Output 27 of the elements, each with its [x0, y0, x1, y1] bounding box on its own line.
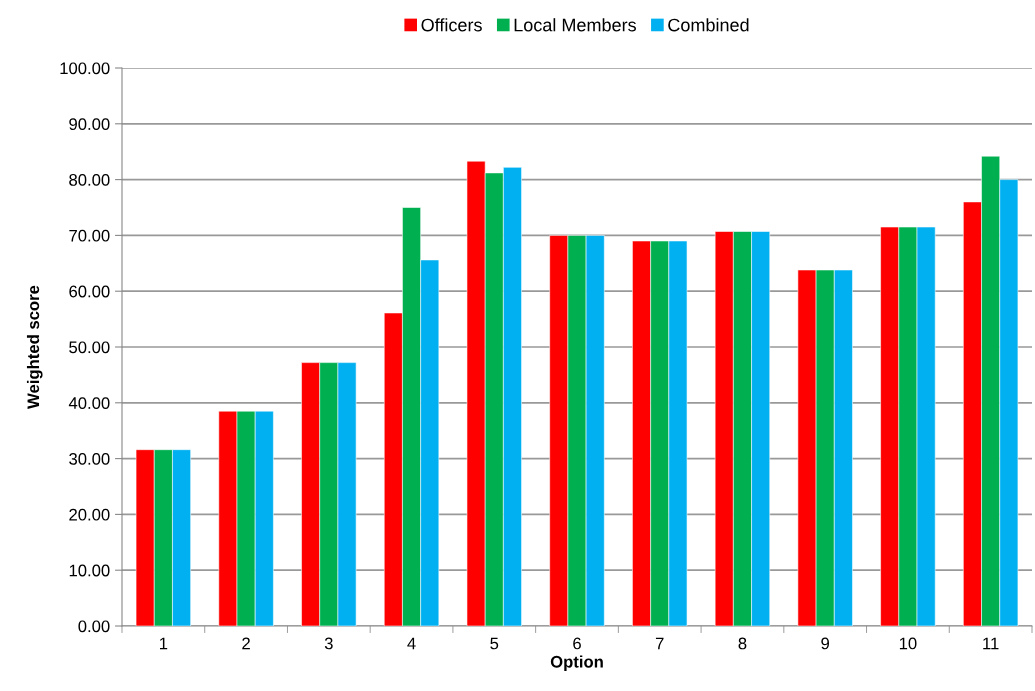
x-tick-label: 8 [738, 637, 747, 650]
x-tick-label: 11 [983, 637, 999, 650]
x-tick-label: 1 [160, 637, 168, 650]
y-tick-label: 80.00 [69, 174, 110, 186]
y-tick-label: 10.00 [69, 564, 110, 577]
legend-label: Combined [668, 18, 749, 32]
x-tick-label: 9 [821, 637, 830, 650]
y-tick-label: 30.00 [69, 453, 110, 465]
x-tick-label: 6 [573, 637, 581, 650]
y-tick-label: 90.00 [69, 118, 110, 130]
x-tick-label: 3 [324, 637, 333, 650]
x-tick-label: 10 [899, 637, 917, 650]
y-tick-label: 40.00 [68, 397, 110, 409]
x-tick-label: 5 [490, 637, 499, 650]
x-tick-label: 4 [407, 637, 416, 650]
x-axis-title: Option [550, 655, 603, 671]
y-tick-label: 70.00 [69, 229, 110, 242]
legend-label: Officers [421, 18, 482, 32]
y-tick-label: 60.00 [69, 285, 110, 298]
x-tick-label: 2 [242, 637, 250, 650]
y-axis-title: Weighted score [26, 285, 43, 409]
legend-label: Local Members [514, 18, 636, 32]
y-tick-label: 0.00 [78, 620, 110, 633]
y-tick-label: 100.00 [60, 62, 110, 75]
x-tick-label: 7 [655, 637, 664, 650]
y-tick-label: 20.00 [69, 508, 110, 521]
y-tick-label: 50.00 [69, 341, 110, 354]
